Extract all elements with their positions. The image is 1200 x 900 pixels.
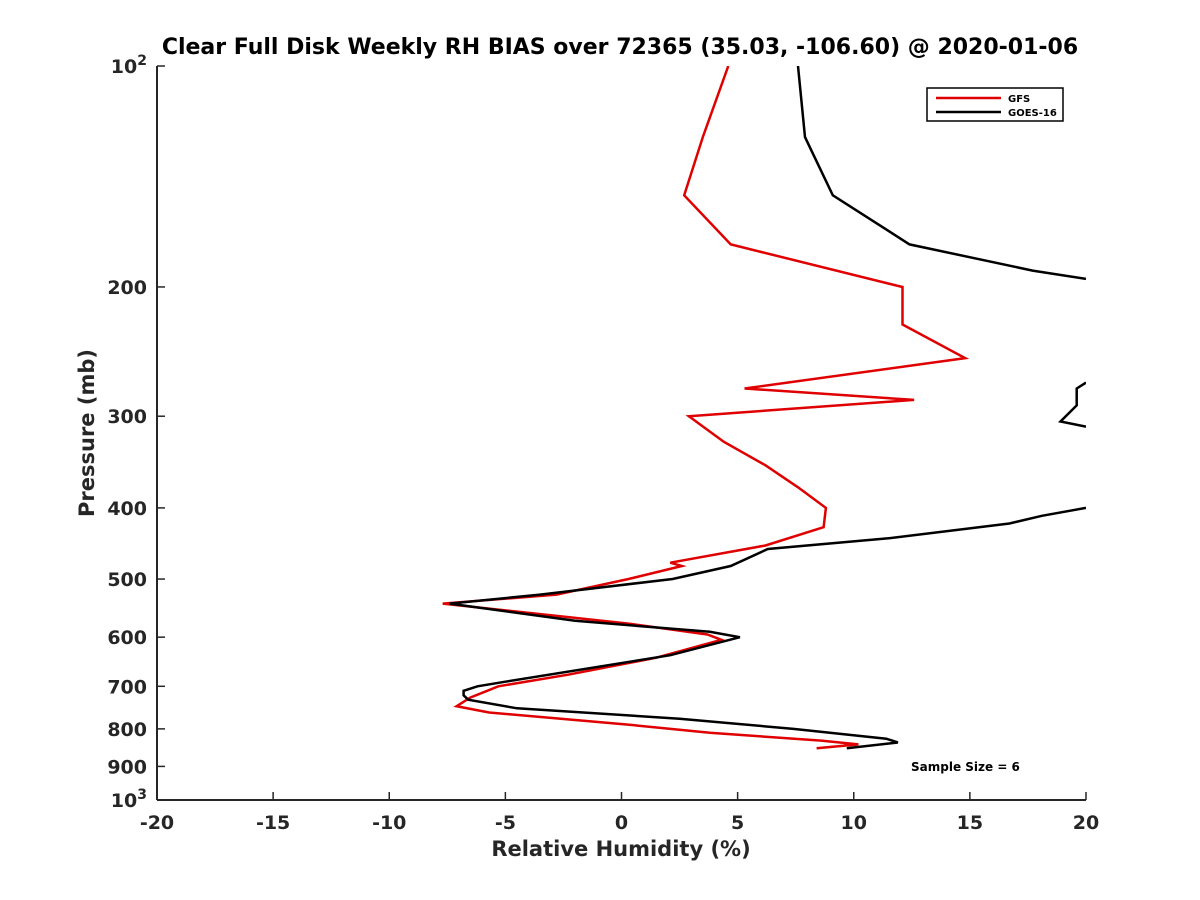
y-tick-label: 400	[107, 498, 147, 520]
sample-size-annotation: Sample Size = 6	[911, 760, 1020, 774]
y-tick-label: 103	[111, 787, 147, 812]
y-tick-label: 102	[111, 53, 147, 78]
x-tick-label: 15	[957, 812, 983, 834]
legend-label: GFS	[1008, 94, 1030, 105]
x-tick-label: -5	[495, 812, 516, 834]
x-axis-label: Relative Humidity (%)	[491, 837, 750, 861]
gfs-line	[442, 66, 970, 750]
x-tick-label: 0	[615, 812, 628, 834]
x-tick-label: -10	[372, 812, 406, 834]
plot-area: -20 -15 -10 -5 0 5 10 15 20 102 200 300 400 500 600 700…	[107, 53, 1099, 834]
legend-box	[926, 87, 1064, 122]
axes-layer: -20 -15 -10 -5 0 5 10 15 20 102 200 300 400 500 600 700…	[107, 53, 1099, 834]
x-tick-label: -20	[140, 812, 174, 834]
y-tick-label: 200	[107, 277, 147, 299]
goes-16-line-segment	[449, 506, 1086, 750]
y-tick-label: 500	[107, 569, 147, 591]
chart-title: Clear Full Disk Weekly RH BIAS over 7236…	[162, 35, 1078, 60]
goes-16-line-segment	[1057, 381, 1086, 428]
y-tick-label: 800	[107, 719, 147, 741]
goes-16-line-segment	[796, 66, 1086, 281]
x-tick-label: -15	[256, 812, 290, 834]
x-tick-label: 10	[841, 812, 867, 834]
legend: GFS GOES-16	[926, 87, 1064, 122]
series-layer	[442, 66, 1086, 750]
y-tick-label: 900	[107, 756, 147, 778]
x-tick-label: 5	[731, 812, 744, 834]
y-tick-label: 600	[107, 627, 147, 649]
legend-label: GOES-16	[1008, 108, 1057, 119]
y-tick-label: 300	[107, 406, 147, 428]
x-tick-label: 20	[1073, 812, 1099, 834]
y-axis-label: Pressure (mb)	[75, 349, 99, 517]
y-tick-label: 700	[107, 676, 147, 698]
